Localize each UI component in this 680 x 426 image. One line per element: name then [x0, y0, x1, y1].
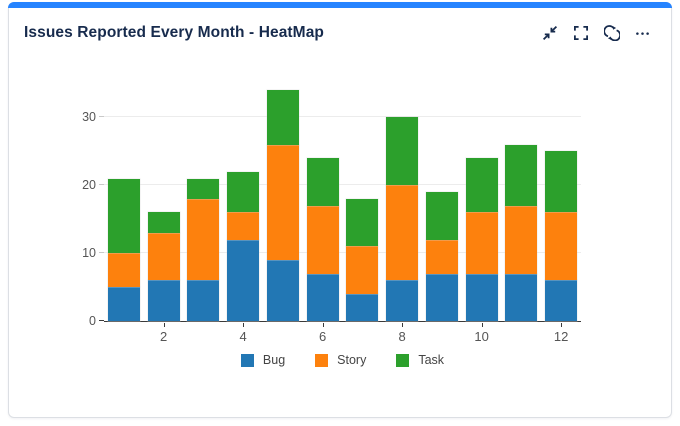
x-tick-label: 8: [398, 329, 406, 344]
bar-month4-bug[interactable]: [227, 240, 260, 321]
bar-month2-story[interactable]: [147, 233, 180, 280]
legend-item-task[interactable]: Task: [396, 353, 444, 367]
bar-month10-task[interactable]: [465, 158, 498, 212]
bar-month9-story[interactable]: [425, 240, 458, 274]
bar-month12-story[interactable]: [545, 212, 578, 280]
gadget-card: Issues Reported Every Month - HeatMap: [8, 2, 672, 418]
legend-swatch-task: [396, 353, 410, 367]
x-tick-label: 12: [553, 329, 569, 344]
bar-month9-bug[interactable]: [425, 274, 458, 321]
gadget-title: Issues Reported Every Month - HeatMap: [24, 24, 324, 41]
bar-month5-story[interactable]: [266, 145, 299, 260]
refresh-button[interactable]: [603, 24, 621, 42]
bar-month11-task[interactable]: [505, 145, 538, 206]
legend-label: Task: [418, 353, 445, 367]
bar-month8-task[interactable]: [386, 117, 419, 185]
collapse-arrows-icon: [542, 25, 558, 41]
bar-month12-bug[interactable]: [545, 280, 578, 321]
plot-area: 0 10 20 30 2 4 6 8 10 12: [82, 90, 581, 344]
x-tick-label: 2: [160, 329, 168, 344]
legend-item-story[interactable]: Story: [315, 353, 366, 367]
bar-month7-story[interactable]: [346, 246, 379, 294]
fullscreen-brackets-icon: [574, 26, 588, 40]
bar-month10-story[interactable]: [465, 212, 498, 274]
x-tick-label: 6: [319, 329, 327, 344]
y-axis-tick: [99, 184, 104, 185]
legend-label: Bug: [262, 353, 286, 367]
legend-label: Story: [337, 353, 367, 367]
bar-month5-task[interactable]: [266, 90, 299, 145]
bar-month11-story[interactable]: [505, 206, 538, 274]
x-axis-tick: [322, 323, 324, 327]
x-axis-tick: [243, 323, 245, 327]
x-tick-label: 10: [474, 329, 489, 344]
y-tick-label: 10: [82, 246, 96, 260]
bar-month3-task[interactable]: [187, 179, 220, 199]
y-tick-label: 20: [82, 178, 96, 192]
gridline-y30: [104, 116, 581, 117]
bar-month6-bug[interactable]: [306, 274, 339, 321]
more-options-button[interactable]: [634, 24, 651, 42]
gridline-y20: [104, 184, 581, 185]
bar-month2-bug[interactable]: [147, 280, 180, 321]
bar-month3-bug[interactable]: [187, 280, 220, 321]
gadget-toolbar: [541, 24, 651, 42]
y-tick-label: 0: [89, 314, 96, 328]
legend-swatch-story: [315, 353, 329, 367]
x-axis-tick: [481, 323, 483, 327]
x-axis-tick: [561, 323, 563, 327]
bar-month6-task[interactable]: [306, 158, 339, 206]
stacked-bar-chart: 0 10 20 30 2 4 6 8 10 12 Bug Story Task: [82, 90, 581, 390]
bar-month9-task[interactable]: [425, 192, 458, 240]
bar-month3-story[interactable]: [187, 199, 220, 280]
bar-month4-task[interactable]: [227, 172, 260, 212]
bar-month2-task[interactable]: [147, 212, 180, 233]
bar-month5-bug[interactable]: [266, 260, 299, 321]
x-axis-tick: [402, 323, 404, 327]
card-accent-bar: [8, 2, 672, 8]
gridline-y10: [104, 252, 581, 253]
legend-swatch-bug: [240, 353, 254, 367]
ellipsis-icon: [636, 32, 649, 35]
bar-month7-task[interactable]: [346, 199, 379, 246]
bar-month8-bug[interactable]: [386, 280, 419, 321]
bar-month1-task[interactable]: [107, 179, 140, 253]
minimize-button[interactable]: [541, 24, 559, 42]
fullscreen-button[interactable]: [572, 24, 590, 42]
refresh-icon: [604, 25, 620, 41]
bar-month4-story[interactable]: [227, 212, 260, 240]
bar-month11-bug[interactable]: [505, 274, 538, 321]
bar-month7-bug[interactable]: [346, 294, 379, 321]
bar-month6-story[interactable]: [306, 206, 339, 274]
bar-month1-bug[interactable]: [107, 287, 140, 321]
bar-month8-story[interactable]: [386, 185, 419, 280]
y-axis-tick: [99, 320, 104, 321]
chart-legend: Bug Story Task: [104, 353, 581, 367]
bar-month10-bug[interactable]: [465, 274, 498, 321]
bar-month12-task[interactable]: [545, 151, 578, 212]
gadget-header: Issues Reported Every Month - HeatMap: [9, 9, 671, 49]
y-axis-tick: [99, 252, 104, 253]
legend-item-bug[interactable]: Bug: [240, 353, 286, 367]
y-axis-tick: [99, 116, 104, 117]
x-tick-label: 4: [239, 329, 247, 344]
bar-month1-story[interactable]: [107, 253, 140, 287]
x-axis-tick: [163, 323, 165, 327]
y-tick-label: 30: [82, 110, 96, 124]
